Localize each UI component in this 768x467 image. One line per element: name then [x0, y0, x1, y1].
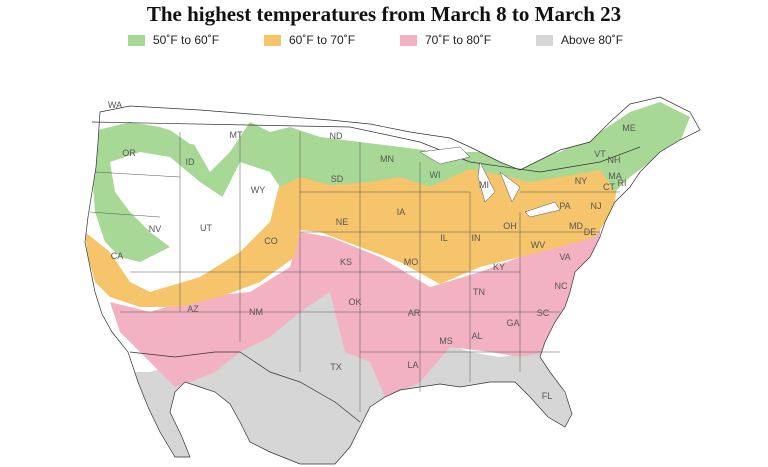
- state-label-ca: CA: [111, 251, 124, 261]
- state-label-ia: IA: [397, 207, 406, 217]
- state-label-ms: MS: [439, 336, 453, 346]
- state-label-ma: MA: [608, 171, 622, 181]
- state-label-wi: WI: [430, 170, 441, 180]
- state-label-az: AZ: [187, 304, 199, 314]
- state-label-mo: MO: [404, 257, 419, 267]
- legend-item-70-80: 70˚F to 80˚F: [400, 31, 491, 49]
- legend-swatch-pink: [400, 34, 417, 46]
- state-labels: WA MT ND MN ME OR ID SD WI MI NY VT NH M…: [108, 100, 636, 401]
- state-lines: [89, 132, 620, 412]
- state-label-ok: OK: [348, 297, 361, 307]
- state-label-nd: ND: [330, 131, 343, 141]
- legend-label-50-60: 50˚F to 60˚F: [153, 33, 220, 47]
- state-label-mn: MN: [380, 154, 394, 164]
- state-label-nm: NM: [249, 307, 263, 317]
- legend: 50˚F to 60˚F 60˚F to 70˚F 70˚F to 80˚F A…: [0, 31, 768, 49]
- country-outline: [84, 96, 701, 465]
- state-label-ut: UT: [200, 223, 212, 233]
- state-label-id: ID: [186, 157, 196, 167]
- zone-below-50-north: [160, 112, 230, 147]
- state-label-la: LA: [407, 360, 418, 370]
- state-label-wy: WY: [251, 185, 266, 195]
- legend-label-above-80: Above 80˚F: [561, 33, 624, 47]
- legend-swatch-gray: [536, 34, 553, 46]
- temperature-map: WA MT ND MN ME OR ID SD WI MI NY VT NH M…: [0, 52, 768, 467]
- state-label-nh: NH: [608, 155, 621, 165]
- state-label-de: DE: [584, 227, 597, 237]
- state-label-me: ME: [622, 123, 636, 133]
- state-label-il: IL: [440, 233, 448, 243]
- state-label-ky: KY: [493, 262, 505, 272]
- state-label-ct: CT: [603, 182, 615, 192]
- state-label-tn: TN: [473, 287, 485, 297]
- legend-item-50-60: 50˚F to 60˚F: [128, 31, 219, 49]
- legend-swatch-green: [128, 34, 145, 46]
- state-label-mi: MI: [479, 180, 489, 190]
- state-label-sd: SD: [331, 174, 344, 184]
- great-lakes: [419, 146, 561, 218]
- state-label-co: CO: [264, 236, 278, 246]
- state-label-nv: NV: [149, 224, 162, 234]
- state-label-vt: VT: [594, 149, 606, 159]
- state-label-md: MD: [569, 221, 583, 231]
- state-label-ny: NY: [575, 176, 588, 186]
- zone-70-80: [110, 230, 600, 397]
- state-label-mt: MT: [230, 130, 243, 140]
- zone-below-50-west: [110, 152, 265, 262]
- state-label-in: IN: [472, 233, 481, 243]
- state-label-al: AL: [471, 331, 482, 341]
- legend-item-60-70: 60˚F to 70˚F: [264, 31, 355, 49]
- map-area: WA MT ND MN ME OR ID SD WI MI NY VT NH M…: [0, 52, 768, 467]
- us-mexico-border: [129, 351, 361, 423]
- state-label-pa: PA: [559, 201, 570, 211]
- borders: [84, 96, 701, 465]
- legend-label-70-80: 70˚F to 80˚F: [425, 33, 492, 47]
- state-label-ri: RI: [618, 178, 627, 188]
- state-label-ar: AR: [408, 308, 421, 318]
- state-label-nj: NJ: [591, 201, 602, 211]
- map-title: The highest temperatures from March 8 to…: [146, 2, 622, 26]
- state-label-wv: WV: [531, 240, 546, 250]
- state-label-fl: FL: [542, 391, 553, 401]
- state-label-va: VA: [559, 252, 570, 262]
- state-label-sc: SC: [537, 308, 550, 318]
- state-label-oh: OH: [503, 221, 517, 231]
- state-label-ga: GA: [506, 318, 519, 328]
- state-label-or: OR: [122, 148, 136, 158]
- state-label-tx: TX: [330, 362, 342, 372]
- state-label-ks: KS: [340, 257, 352, 267]
- state-label-ne: NE: [336, 217, 349, 227]
- state-label-nc: NC: [555, 281, 568, 291]
- legend-item-above-80: Above 80˚F: [536, 31, 623, 49]
- state-label-wa: WA: [108, 100, 122, 110]
- us-canada-border: [91, 121, 641, 173]
- legend-label-60-70: 60˚F to 70˚F: [289, 33, 356, 47]
- legend-swatch-orange: [264, 34, 281, 46]
